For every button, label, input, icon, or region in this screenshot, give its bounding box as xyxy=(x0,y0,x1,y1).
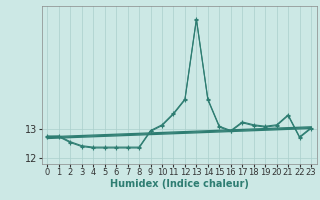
X-axis label: Humidex (Indice chaleur): Humidex (Indice chaleur) xyxy=(110,179,249,189)
